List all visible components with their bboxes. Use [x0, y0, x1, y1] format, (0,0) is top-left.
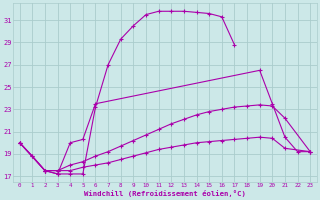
X-axis label: Windchill (Refroidissement éolien,°C): Windchill (Refroidissement éolien,°C) [84, 190, 246, 197]
